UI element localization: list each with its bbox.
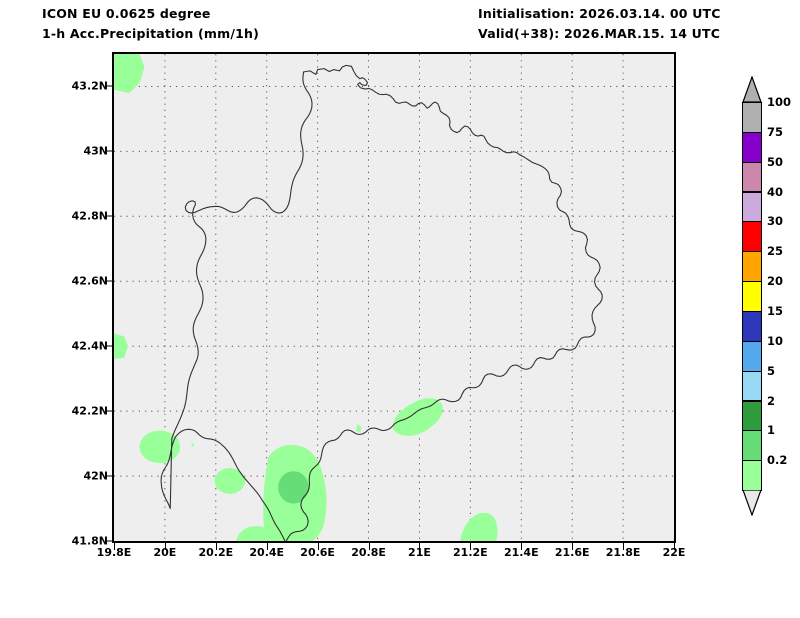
longitude-tick-mark xyxy=(572,543,574,550)
colorbar-tick-label: 20 xyxy=(767,274,784,289)
colorbar-tick-label: 15 xyxy=(767,303,784,318)
graticule-grid xyxy=(114,54,674,541)
latitude-tick-label: 42.6N xyxy=(71,274,108,288)
longitude-tick-label: 20E xyxy=(153,546,177,559)
colorbar-over-arrow xyxy=(742,75,762,103)
colorbar-tick-label: 5 xyxy=(767,363,776,378)
latitude-tick-mark xyxy=(105,345,113,347)
longitude-tick-mark xyxy=(419,543,421,550)
longitude-tick-mark xyxy=(674,543,675,550)
longitude-tick-mark xyxy=(164,543,166,550)
longitude-tick-mark xyxy=(368,543,370,550)
longitude-tick-label: 21.4E xyxy=(503,546,539,559)
model-name-title: ICON EU 0.0625 degree xyxy=(42,6,211,21)
colorbar-segment[interactable] xyxy=(742,251,762,282)
colorbar-tick-label: 2 xyxy=(767,393,776,408)
colorbar-segment[interactable] xyxy=(742,221,762,253)
longitude-tick-label: 21E xyxy=(408,546,431,559)
colorbar-under-arrow xyxy=(742,489,762,517)
longitude-tick-label: 22E xyxy=(662,546,686,559)
field-name-title: 1-h Acc.Precipitation (mm/1h) xyxy=(42,26,260,41)
longitude-tick-label: 20.2E xyxy=(198,546,234,559)
latitude-tick-label: 42.4N xyxy=(71,339,108,353)
colorbar-tick-label: 75 xyxy=(767,124,784,139)
colorbar-tick-label: 100 xyxy=(767,95,792,109)
latitude-tick-mark xyxy=(105,280,113,282)
map-canvas xyxy=(114,54,674,541)
colorbar-segment[interactable] xyxy=(742,310,762,342)
longitude-tick-label: 21.2E xyxy=(453,546,488,559)
map-plot-area[interactable] xyxy=(112,52,676,543)
longitude-tick-mark xyxy=(114,543,115,550)
colorbar-tick-label: 25 xyxy=(767,244,784,259)
longitude-tick-mark xyxy=(521,543,523,550)
latitude-tick-mark xyxy=(105,85,113,87)
latitude-tick-mark xyxy=(105,410,113,412)
latitude-tick-label: 43N xyxy=(83,144,108,158)
longitude-tick-mark xyxy=(266,543,268,550)
colorbar-tick-label: 30 xyxy=(767,214,784,229)
latitude-tick-label: 42.8N xyxy=(71,209,108,223)
colorbar-segment[interactable] xyxy=(742,281,762,312)
colorbar-tick-label: 0.2 xyxy=(767,453,788,468)
longitude-tick-label: 20.6E xyxy=(300,546,335,559)
longitude-tick-label: 19.8E xyxy=(96,546,132,559)
latitude-tick-label: 43.2N xyxy=(71,79,108,93)
longitude-tick-mark xyxy=(470,543,472,550)
longitude-tick-mark xyxy=(215,543,217,550)
colorbar-segment[interactable] xyxy=(742,161,762,193)
longitude-tick-label: 21.8E xyxy=(605,546,641,559)
colorbar-segment[interactable] xyxy=(742,191,762,223)
colorbar-segment[interactable] xyxy=(742,430,762,462)
colorbar-tick-label: 50 xyxy=(767,154,784,169)
longitude-tick-mark xyxy=(623,543,625,550)
initialisation-time: Initialisation: 2026.03.14. 00 UTC xyxy=(478,6,721,21)
colorbar-tick-label: 10 xyxy=(767,333,784,348)
longitude-tick-mark xyxy=(317,543,319,550)
colorbar-segment[interactable] xyxy=(742,400,762,432)
colorbar-segment[interactable] xyxy=(742,370,762,402)
latitude-tick-mark xyxy=(105,150,113,152)
latitude-tick-mark xyxy=(105,475,113,477)
latitude-tick-label: 41.8N xyxy=(71,534,108,548)
precipitation-field xyxy=(114,54,498,541)
colorbar-segment[interactable] xyxy=(742,340,762,372)
colorbar-tick-label: 1 xyxy=(767,423,776,438)
colorbar-segment[interactable] xyxy=(742,460,762,491)
latitude-tick-label: 42.2N xyxy=(71,404,108,418)
colorbar-segment[interactable] xyxy=(742,102,762,133)
longitude-tick-label: 21.6E xyxy=(554,546,590,559)
latitude-tick-label: 42N xyxy=(83,469,108,483)
longitude-tick-label: 20.8E xyxy=(351,546,386,559)
latitude-tick-mark xyxy=(105,540,113,542)
country-border-outline xyxy=(160,64,603,541)
longitude-tick-label: 20.4E xyxy=(249,546,285,559)
latitude-tick-mark xyxy=(105,215,113,217)
colorbar-legend[interactable]: 100 75 50 40 30 25 20 15 10 5 2 1 0.2 xyxy=(742,75,791,517)
colorbar-tick-label: 40 xyxy=(767,184,784,199)
colorbar-segment[interactable] xyxy=(742,131,762,163)
valid-time: Valid(+38): 2026.MAR.15. 14 UTC xyxy=(478,26,721,41)
